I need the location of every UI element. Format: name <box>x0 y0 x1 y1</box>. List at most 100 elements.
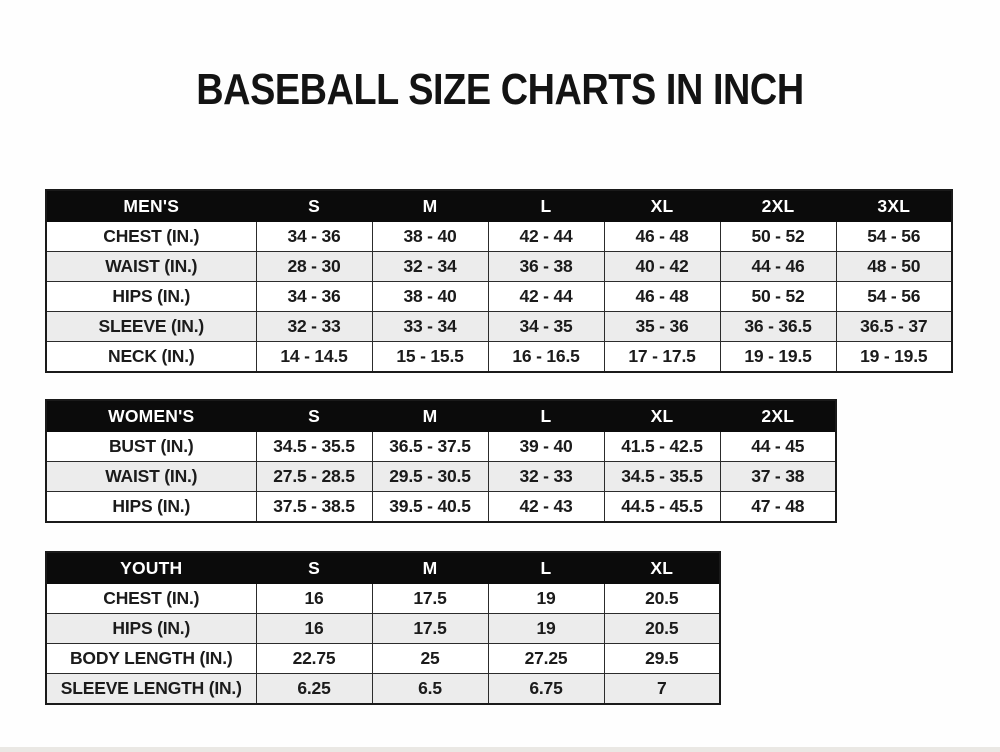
size-value-cell: 20.5 <box>603 583 721 614</box>
size-value-cell: 14 - 14.5 <box>255 341 373 373</box>
size-value-cell: 6.5 <box>371 673 489 705</box>
size-value-cell: 36.5 - 37 <box>835 311 953 342</box>
size-value-cell: 34 - 36 <box>255 281 373 312</box>
size-value-cell: 29.5 - 30.5 <box>371 461 489 492</box>
size-value-cell: 17.5 <box>371 613 489 644</box>
size-value-cell: 54 - 56 <box>835 281 953 312</box>
size-value-cell: 54 - 56 <box>835 221 953 252</box>
size-value-cell: 16 <box>255 613 373 644</box>
table-header-row: MEN'S S M L XL 2XL 3XL <box>45 189 953 222</box>
column-header: XL <box>603 399 721 432</box>
bottom-edge-strip <box>0 747 1000 752</box>
size-value-cell: 40 - 42 <box>603 251 721 282</box>
size-value-cell: 39.5 - 40.5 <box>371 491 489 523</box>
size-value-cell: 44.5 - 45.5 <box>603 491 721 523</box>
size-value-cell: 17.5 <box>371 583 489 614</box>
column-header: S <box>255 189 373 222</box>
size-value-cell: 28 - 30 <box>255 251 373 282</box>
row-label: WAIST (IN.) <box>45 461 257 492</box>
column-header: XL <box>603 551 721 584</box>
size-value-cell: 47 - 48 <box>719 491 837 523</box>
table-row: HIPS (IN.) 37.5 - 38.5 39.5 - 40.5 42 - 43 4… <box>45 491 837 523</box>
size-value-cell: 50 - 52 <box>719 221 837 252</box>
column-header: 3XL <box>835 189 953 222</box>
size-value-cell: 27.5 - 28.5 <box>255 461 373 492</box>
size-value-cell: 36 - 36.5 <box>719 311 837 342</box>
size-value-cell: 6.75 <box>487 673 605 705</box>
size-value-cell: 29.5 <box>603 643 721 674</box>
row-label: HIPS (IN.) <box>45 491 257 523</box>
table-title-cell: WOMEN'S <box>45 399 257 432</box>
table-header-row: WOMEN'S S M L XL 2XL <box>45 399 837 432</box>
size-value-cell: 37 - 38 <box>719 461 837 492</box>
size-value-cell: 33 - 34 <box>371 311 489 342</box>
size-value-cell: 38 - 40 <box>371 221 489 252</box>
table-row: HIPS (IN.) 16 17.5 19 20.5 <box>45 613 721 644</box>
size-value-cell: 42 - 43 <box>487 491 605 523</box>
size-value-cell: 7 <box>603 673 721 705</box>
table-row: NECK (IN.) 14 - 14.5 15 - 15.5 16 - 16.5 17 … <box>45 341 953 373</box>
table-title-cell: MEN'S <box>45 189 257 222</box>
row-label: CHEST (IN.) <box>45 583 257 614</box>
size-value-cell: 17 - 17.5 <box>603 341 721 373</box>
size-table-mens: MEN'S S M L XL 2XL 3XL CHEST (IN.) 34 - 36 38 - 4… <box>45 189 953 373</box>
size-value-cell: 19 - 19.5 <box>719 341 837 373</box>
column-header: L <box>487 551 605 584</box>
row-label: SLEEVE (IN.) <box>45 311 257 342</box>
column-header: M <box>371 551 489 584</box>
table-row: WAIST (IN.) 28 - 30 32 - 34 36 - 38 40 - 42 4… <box>45 251 953 282</box>
size-value-cell: 44 - 46 <box>719 251 837 282</box>
size-value-cell: 42 - 44 <box>487 221 605 252</box>
table-row: CHEST (IN.) 34 - 36 38 - 40 42 - 44 46 - 48 5… <box>45 221 953 252</box>
row-label: HIPS (IN.) <box>45 613 257 644</box>
size-value-cell: 19 <box>487 583 605 614</box>
column-header: XL <box>603 189 721 222</box>
size-value-cell: 25 <box>371 643 489 674</box>
size-value-cell: 34.5 - 35.5 <box>603 461 721 492</box>
size-value-cell: 19 - 19.5 <box>835 341 953 373</box>
size-value-cell: 44 - 45 <box>719 431 837 462</box>
row-label: CHEST (IN.) <box>45 221 257 252</box>
size-value-cell: 32 - 33 <box>487 461 605 492</box>
table-row: HIPS (IN.) 34 - 36 38 - 40 42 - 44 46 - 48 50… <box>45 281 953 312</box>
column-header: M <box>371 189 489 222</box>
size-value-cell: 46 - 48 <box>603 281 721 312</box>
tables-container: MEN'S S M L XL 2XL 3XL CHEST (IN.) 34 - 36 38 - 4… <box>45 189 953 731</box>
column-header: L <box>487 399 605 432</box>
row-label: BODY LENGTH (IN.) <box>45 643 257 674</box>
size-value-cell: 34.5 - 35.5 <box>255 431 373 462</box>
size-value-cell: 6.25 <box>255 673 373 705</box>
size-value-cell: 41.5 - 42.5 <box>603 431 721 462</box>
size-value-cell: 46 - 48 <box>603 221 721 252</box>
size-value-cell: 38 - 40 <box>371 281 489 312</box>
column-header: 2XL <box>719 399 837 432</box>
column-header: L <box>487 189 605 222</box>
column-header: M <box>371 399 489 432</box>
size-value-cell: 34 - 35 <box>487 311 605 342</box>
size-value-cell: 27.25 <box>487 643 605 674</box>
size-value-cell: 36 - 38 <box>487 251 605 282</box>
size-value-cell: 20.5 <box>603 613 721 644</box>
table-row: SLEEVE LENGTH (IN.) 6.25 6.5 6.75 7 <box>45 673 721 705</box>
size-value-cell: 15 - 15.5 <box>371 341 489 373</box>
table-title-cell: YOUTH <box>45 551 257 584</box>
size-value-cell: 35 - 36 <box>603 311 721 342</box>
column-header: 2XL <box>719 189 837 222</box>
size-value-cell: 16 - 16.5 <box>487 341 605 373</box>
row-label: WAIST (IN.) <box>45 251 257 282</box>
size-value-cell: 48 - 50 <box>835 251 953 282</box>
size-table-youth: YOUTH S M L XL CHEST (IN.) 16 17.5 19 20.5 HIPS (I… <box>45 551 721 705</box>
size-value-cell: 36.5 - 37.5 <box>371 431 489 462</box>
size-value-cell: 19 <box>487 613 605 644</box>
table-row: BODY LENGTH (IN.) 22.75 25 27.25 29.5 <box>45 643 721 674</box>
page-title: BASEBALL SIZE CHARTS IN INCH <box>196 65 804 114</box>
table-row: WAIST (IN.) 27.5 - 28.5 29.5 - 30.5 32 - 33… <box>45 461 837 492</box>
size-value-cell: 22.75 <box>255 643 373 674</box>
size-value-cell: 32 - 34 <box>371 251 489 282</box>
row-label: SLEEVE LENGTH (IN.) <box>45 673 257 705</box>
table-header-row: YOUTH S M L XL <box>45 551 721 584</box>
row-label: HIPS (IN.) <box>45 281 257 312</box>
row-label: BUST (IN.) <box>45 431 257 462</box>
column-header: S <box>255 399 373 432</box>
size-table-womens: WOMEN'S S M L XL 2XL BUST (IN.) 34.5 - 35.5 36.5… <box>45 399 837 523</box>
